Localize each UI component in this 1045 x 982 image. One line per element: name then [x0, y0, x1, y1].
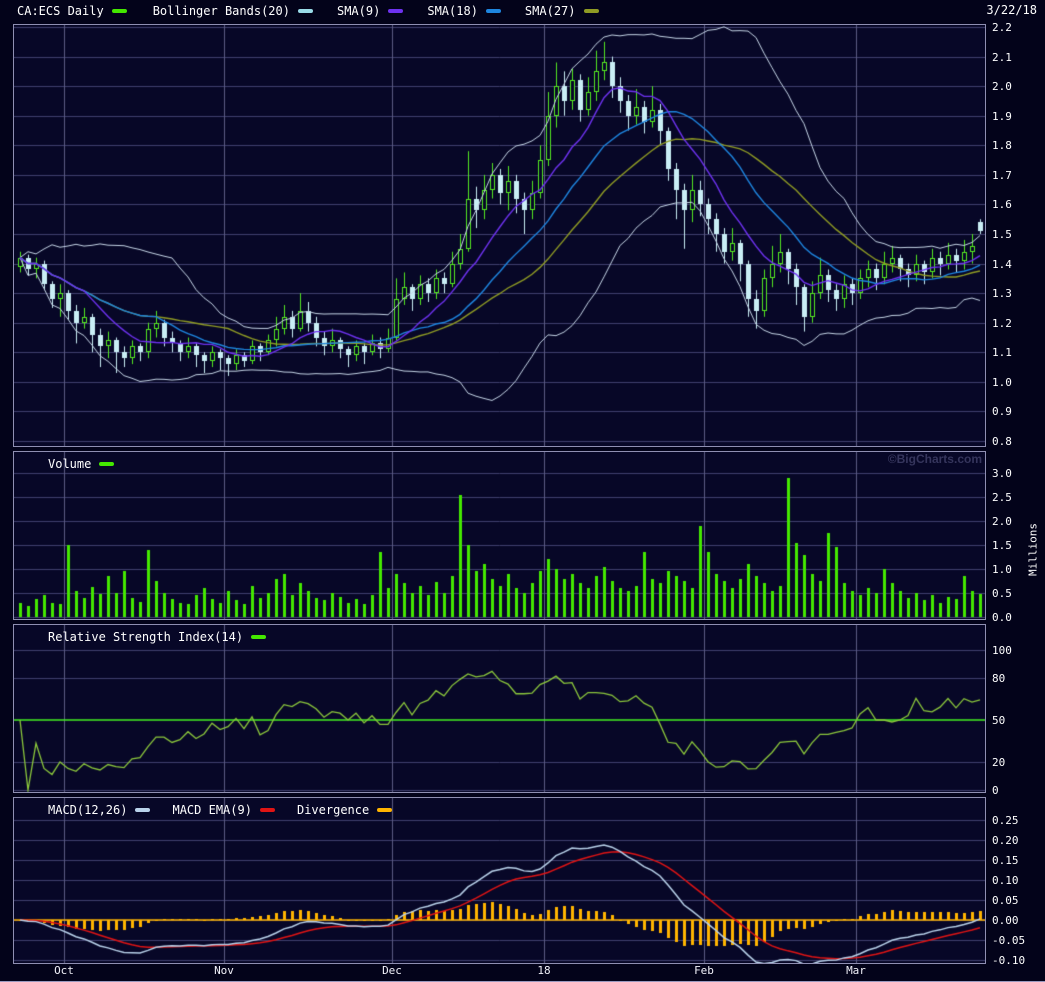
- macd-axis-tick: 0.10: [992, 874, 1019, 887]
- price-axis-tick: 1.3: [992, 287, 1012, 300]
- volume-axis-tick: 1.5: [992, 539, 1012, 552]
- price-axis-tick: 1.4: [992, 258, 1012, 271]
- volume-axis-tick: 1.0: [992, 563, 1012, 576]
- price-axis-tick: 0.8: [992, 435, 1012, 448]
- rsi-axis-tick: 0: [992, 784, 999, 797]
- macd-axis-tick: -0.05: [992, 934, 1026, 947]
- volume-swatch: [99, 462, 115, 466]
- x-axis-month-label: Oct: [54, 964, 74, 977]
- legend-item-macd-12-26-: MACD(12,26): [48, 803, 151, 817]
- macd-axis-tick: 0.15: [992, 854, 1019, 867]
- symbol-label-group: CA:ECS Daily: [17, 4, 127, 18]
- price-axis-tick: 1.7: [992, 169, 1012, 182]
- legend-item-label: Divergence: [296, 803, 370, 817]
- legend-item-label: Bollinger Bands(20): [152, 4, 290, 18]
- volume-axis-tick: 2.5: [992, 491, 1012, 504]
- volume-axis-tick: 0.5: [992, 587, 1012, 600]
- rsi-label-group: Relative Strength Index(14): [48, 630, 267, 644]
- legend-item-label: MACD(12,26): [48, 803, 128, 817]
- rsi-axis-tick: 20: [992, 756, 1006, 769]
- x-axis-month-label: Feb: [694, 964, 714, 977]
- symbol-swatch: [111, 9, 127, 13]
- price-axis-tick: 1.8: [992, 139, 1012, 152]
- macd-panel: MACD(12,26) MACD EMA(9) Divergence: [13, 797, 986, 964]
- price-axis-tick: 2.2: [992, 21, 1012, 34]
- volume-unit-label: Millions: [1026, 523, 1040, 576]
- macd-axis-tick: 0.25: [992, 814, 1019, 827]
- macd-legend: MACD(12,26) MACD EMA(9) Divergence: [48, 803, 414, 817]
- legend-item-swatch: [485, 9, 501, 13]
- rsi-panel: Relative Strength Index(14): [13, 624, 986, 793]
- price-axis-tick: 1.6: [992, 198, 1012, 211]
- legend-item-divergence: Divergence: [296, 803, 393, 817]
- macd-axis-tick: 0.05: [992, 894, 1019, 907]
- legend-item-macd-ema-9-: MACD EMA(9): [172, 803, 275, 817]
- x-axis-month-label: Nov: [214, 964, 234, 977]
- bigcharts-watermark: ©BigCharts.com: [887, 452, 982, 466]
- legend-item-label: SMA(27): [524, 4, 576, 18]
- price-panel: [13, 24, 986, 447]
- volume-label: Volume: [48, 457, 92, 471]
- volume-panel: Volume: [13, 451, 986, 620]
- rsi-axis-tick: 50: [992, 714, 1006, 727]
- macd-chart-canvas: [14, 798, 985, 963]
- legend-item-swatch: [377, 808, 393, 812]
- legend-item-label: MACD EMA(9): [172, 803, 252, 817]
- chart-header: CA:ECS Daily Bollinger Bands(20) SMA(9) SM…: [17, 4, 623, 18]
- macd-axis-tick: -0.10: [992, 954, 1026, 967]
- rsi-axis-tick: 80: [992, 672, 1006, 685]
- rsi-chart-canvas: [14, 625, 985, 792]
- x-axis-month-label: 18: [537, 964, 551, 977]
- price-axis-tick: 2.1: [992, 51, 1012, 64]
- rsi-label: Relative Strength Index(14): [48, 630, 244, 644]
- legend-item-swatch: [135, 808, 151, 812]
- as-of-date-label: 3/22/18: [986, 3, 1037, 17]
- legend-item-sma-27-: SMA(27): [525, 4, 599, 18]
- price-axis-tick: 0.9: [992, 405, 1012, 418]
- legend-item-swatch: [388, 9, 404, 13]
- volume-chart-canvas: [14, 452, 985, 619]
- legend-item-sma-9-: SMA(9): [336, 4, 404, 18]
- legend-item-swatch: [297, 9, 313, 13]
- price-axis-tick: 1.2: [992, 317, 1012, 330]
- volume-axis-tick: 2.0: [992, 515, 1012, 528]
- legend-item-bollinger-bands-20-: Bollinger Bands(20): [153, 4, 313, 18]
- overlay-legend: Bollinger Bands(20) SMA(9) SMA(18) SMA(27): [153, 4, 623, 18]
- rsi-swatch: [251, 635, 267, 639]
- rsi-axis-tick: 100: [992, 644, 1012, 657]
- x-axis-month-label: Dec: [382, 964, 402, 977]
- macd-axis-tick: 0.00: [992, 914, 1019, 927]
- legend-item-sma-18-: SMA(18): [427, 4, 501, 18]
- price-axis-tick: 2.0: [992, 80, 1012, 93]
- price-axis-tick: 1.0: [992, 376, 1012, 389]
- legend-item-swatch: [583, 9, 599, 13]
- macd-axis-tick: 0.20: [992, 834, 1019, 847]
- legend-item-swatch: [259, 808, 275, 812]
- x-axis-month-label: Mar: [846, 964, 866, 977]
- legend-item-label: SMA(9): [336, 4, 381, 18]
- legend-item-label: SMA(18): [427, 4, 478, 18]
- symbol-label: CA:ECS Daily: [17, 4, 104, 18]
- volume-axis-tick: 0.0: [992, 611, 1012, 624]
- price-chart-canvas: [14, 25, 985, 446]
- price-axis-tick: 1.1: [992, 346, 1012, 359]
- price-axis-tick: 1.5: [992, 228, 1012, 241]
- volume-axis-tick: 3.0: [992, 467, 1012, 480]
- volume-label-group: Volume: [48, 457, 115, 471]
- price-axis-tick: 1.9: [992, 110, 1012, 123]
